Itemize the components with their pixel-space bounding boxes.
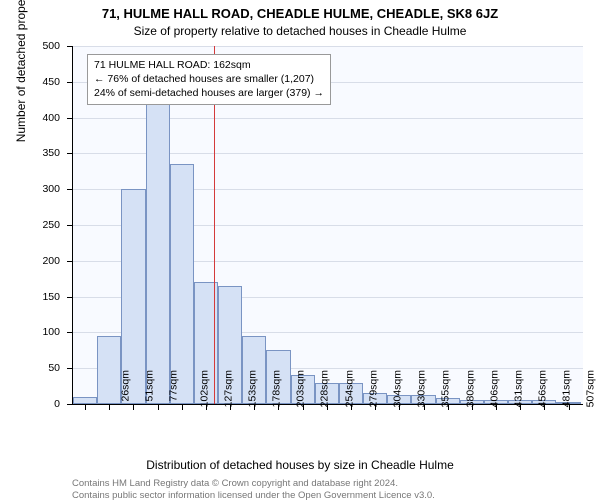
x-tick-label: 279sqm [367, 370, 379, 407]
histogram-bar [73, 397, 97, 404]
x-tick-label: 153sqm [246, 370, 258, 407]
y-tick-label: 300 [20, 183, 60, 195]
x-tick-label: 203sqm [295, 370, 307, 407]
x-tick [158, 404, 159, 410]
x-tick-label: 178sqm [270, 370, 282, 407]
y-tick-label: 500 [20, 40, 60, 52]
y-tick-label: 150 [20, 291, 60, 303]
y-tick [67, 368, 73, 369]
histogram-bar [146, 100, 170, 404]
x-tick-label: 254sqm [343, 370, 355, 407]
x-tick-label: 228sqm [319, 370, 331, 407]
page-subtitle: Size of property relative to detached ho… [0, 24, 600, 38]
page-title: 71, HULME HALL ROAD, CHEADLE HULME, CHEA… [0, 6, 600, 21]
y-tick-label: 50 [20, 362, 60, 374]
y-tick [67, 332, 73, 333]
grid-line [73, 46, 583, 47]
y-tick [67, 225, 73, 226]
x-tick-label: 102sqm [198, 370, 210, 407]
x-tick-label: 51sqm [144, 370, 156, 402]
x-tick [85, 404, 86, 410]
annotation-line-1: 71 HULME HALL ROAD: 162sqm [94, 58, 324, 72]
x-tick-label: 481sqm [561, 370, 573, 407]
histogram-bar [97, 336, 121, 404]
y-tick-label: 100 [20, 326, 60, 338]
y-tick [67, 261, 73, 262]
x-tick-label: 330sqm [416, 370, 428, 407]
x-tick-label: 304sqm [391, 370, 403, 407]
x-tick-label: 355sqm [440, 370, 452, 407]
y-tick [67, 297, 73, 298]
x-tick-label: 380sqm [464, 370, 476, 407]
histogram-bar [170, 164, 194, 404]
annotation-line-3: 24% of semi-detached houses are larger (… [94, 86, 324, 100]
x-tick [109, 404, 110, 410]
x-tick [182, 404, 183, 410]
y-tick [67, 46, 73, 47]
x-tick-label: 406sqm [488, 370, 500, 407]
y-tick-label: 450 [20, 76, 60, 88]
x-tick-label: 431sqm [512, 370, 524, 407]
x-tick-label: 77sqm [168, 370, 180, 402]
annotation-box: 71 HULME HALL ROAD: 162sqm ← 76% of deta… [87, 54, 331, 105]
chart-container: 71, HULME HALL ROAD, CHEADLE HULME, CHEA… [0, 0, 600, 500]
y-tick [67, 82, 73, 83]
footer-line-2: Contains public sector information licen… [72, 490, 435, 501]
x-axis-title: Distribution of detached houses by size … [0, 458, 600, 472]
y-tick-label: 0 [20, 398, 60, 410]
y-tick [67, 404, 73, 405]
y-tick-label: 400 [20, 112, 60, 124]
y-tick [67, 189, 73, 190]
y-tick [67, 118, 73, 119]
y-tick-label: 200 [20, 255, 60, 267]
footer-line-1: Contains HM Land Registry data © Crown c… [72, 478, 398, 489]
x-tick-label: 456sqm [536, 370, 548, 407]
annotation-line-2: ← 76% of detached houses are smaller (1,… [94, 72, 324, 86]
x-tick [133, 404, 134, 410]
y-tick-label: 350 [20, 147, 60, 159]
plot-area: 71 HULME HALL ROAD: 162sqm ← 76% of deta… [72, 46, 583, 405]
y-tick [67, 153, 73, 154]
x-tick-label: 507sqm [585, 370, 597, 407]
x-tick-label: 26sqm [120, 370, 132, 402]
x-tick-label: 127sqm [222, 370, 234, 407]
y-tick-label: 250 [20, 219, 60, 231]
